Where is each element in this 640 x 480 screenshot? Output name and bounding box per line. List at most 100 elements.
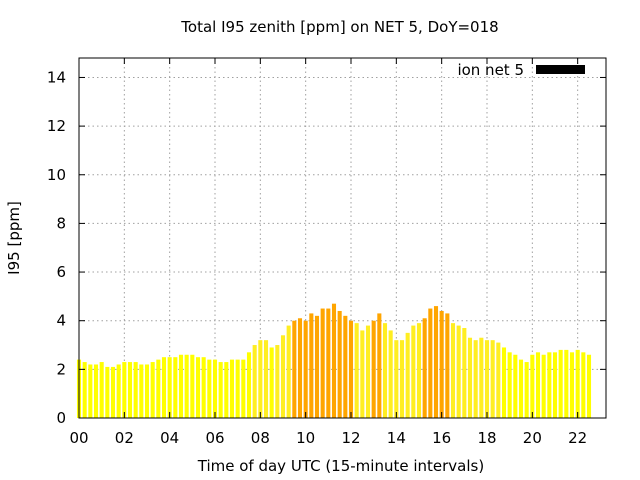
y-tick-label: 0 xyxy=(56,409,66,427)
bar xyxy=(190,354,195,418)
bar xyxy=(269,347,274,418)
bar xyxy=(309,313,314,418)
bar xyxy=(195,357,201,418)
x-tick-label: 20 xyxy=(523,429,542,447)
grid-lines xyxy=(79,58,606,418)
bar xyxy=(218,362,223,418)
y-tick-label: 8 xyxy=(56,214,66,232)
bar xyxy=(354,323,359,418)
legend-label: ion net 5 xyxy=(457,61,524,79)
bar xyxy=(314,315,320,418)
bar xyxy=(252,345,257,418)
x-tick-label: 02 xyxy=(115,429,134,447)
x-tick-label: 04 xyxy=(160,429,179,447)
bar xyxy=(490,340,495,418)
bar xyxy=(422,318,427,418)
bar xyxy=(343,315,348,418)
bar xyxy=(467,337,473,418)
bar xyxy=(428,308,433,418)
y-axis-label: I95 [ppm] xyxy=(5,201,23,275)
bar xyxy=(184,354,189,418)
bar xyxy=(541,354,546,418)
bar xyxy=(167,357,172,418)
bar xyxy=(496,342,501,418)
bar xyxy=(280,335,286,418)
y-tick-label: 2 xyxy=(56,360,66,378)
x-axis-label: Time of day UTC (15-minute intervals) xyxy=(197,457,484,475)
bar xyxy=(292,320,297,418)
bar xyxy=(411,325,416,418)
bar xyxy=(133,362,138,418)
bar xyxy=(513,354,518,418)
x-tick-label: 22 xyxy=(568,429,587,447)
bar xyxy=(326,308,331,418)
bar xyxy=(445,313,450,418)
bar xyxy=(275,345,280,418)
bar xyxy=(547,352,552,418)
bar xyxy=(377,313,382,418)
bar xyxy=(258,340,263,418)
bar xyxy=(207,359,212,418)
x-tick-label: 16 xyxy=(432,429,451,447)
y-tick-label: 10 xyxy=(47,166,66,184)
bar xyxy=(382,323,388,418)
bar xyxy=(507,352,512,418)
bar xyxy=(127,362,133,418)
bar xyxy=(371,320,376,418)
y-tick-label: 12 xyxy=(47,117,66,135)
bar xyxy=(439,310,444,418)
bar xyxy=(246,352,252,418)
bar xyxy=(241,359,246,418)
bar xyxy=(156,359,161,418)
x-tick-label: 10 xyxy=(296,429,315,447)
bar xyxy=(388,330,393,418)
bar xyxy=(297,318,303,418)
legend-swatch xyxy=(536,65,585,74)
plot-frame xyxy=(78,57,607,419)
bar xyxy=(201,357,206,418)
bar xyxy=(212,359,218,418)
bar xyxy=(484,340,490,418)
bar xyxy=(173,357,178,418)
x-tick-label: 12 xyxy=(341,429,360,447)
bar xyxy=(116,364,121,418)
y-tick-label: 6 xyxy=(56,263,66,281)
bar xyxy=(82,362,87,418)
bar xyxy=(405,332,410,418)
bar xyxy=(535,352,541,418)
bar xyxy=(360,330,365,418)
bar xyxy=(263,340,269,418)
bar xyxy=(99,362,104,418)
x-tick-label: 06 xyxy=(205,429,224,447)
bar xyxy=(394,340,399,418)
bar xyxy=(320,308,325,418)
x-tick-label: 08 xyxy=(251,429,270,447)
bar xyxy=(399,340,405,418)
bar xyxy=(479,337,484,418)
bar xyxy=(462,328,467,418)
bar xyxy=(144,364,150,418)
bar xyxy=(416,323,422,418)
bar xyxy=(456,325,461,418)
bar xyxy=(235,359,240,418)
bar xyxy=(473,340,478,418)
bar xyxy=(286,325,291,418)
bar xyxy=(229,359,235,418)
bar xyxy=(105,366,110,418)
bar xyxy=(224,362,229,418)
bar xyxy=(450,323,456,418)
chart-title: Total I95 zenith [ppm] on NET 5, DoY=018 xyxy=(180,18,498,36)
bar xyxy=(524,362,529,418)
bar xyxy=(303,320,308,418)
x-tick-label: 18 xyxy=(477,429,496,447)
bar xyxy=(586,354,592,418)
bar xyxy=(93,364,99,418)
x-tick-label: 00 xyxy=(69,429,88,447)
y-tick-label: 14 xyxy=(47,68,66,86)
bar xyxy=(348,320,354,418)
bar xyxy=(564,349,569,418)
bar xyxy=(331,303,337,418)
bar xyxy=(365,325,371,418)
